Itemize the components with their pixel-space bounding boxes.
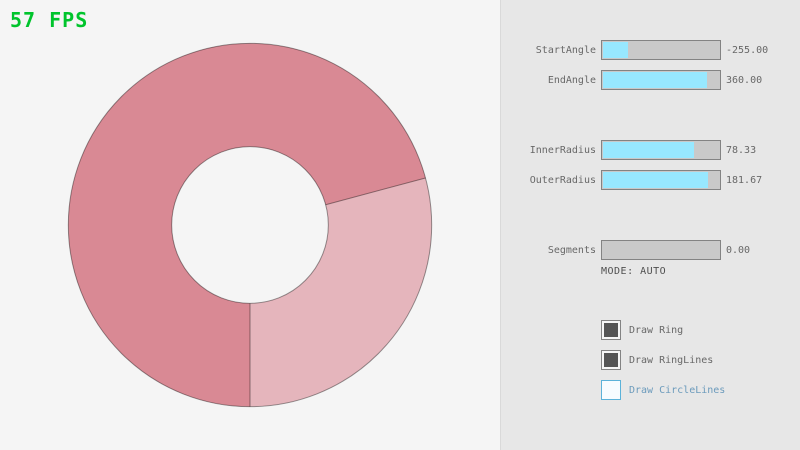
slider-row-segments: Segments 0.00 <box>501 240 800 260</box>
segments-slider[interactable] <box>601 240 721 260</box>
check-row-draw-ring: Draw Ring <box>601 320 683 340</box>
start-angle-slider-fill <box>603 42 628 58</box>
end-angle-value: 360.00 <box>726 75 763 86</box>
inner-radius-label: InnerRadius <box>529 145 596 156</box>
inner-radius-value: 78.33 <box>726 145 757 156</box>
controls-panel: StartAngle -255.00 EndAngle 360.00 Inner… <box>500 0 800 450</box>
draw-ringlines-label: Draw RingLines <box>629 355 714 366</box>
draw-circlelines-label: Draw CircleLines <box>629 385 726 396</box>
slider-row-outer-radius: OuterRadius 181.67 <box>501 170 800 190</box>
outer-radius-label: OuterRadius <box>529 175 596 186</box>
slider-row-start-angle: StartAngle -255.00 <box>501 40 800 60</box>
fps-counter: 57 FPS <box>10 8 89 32</box>
start-angle-slider[interactable] <box>601 40 721 60</box>
draw-ring-checkbox[interactable] <box>601 320 621 340</box>
ring-drawing-canvas <box>67 42 433 408</box>
draw-ringlines-checkbox[interactable] <box>601 350 621 370</box>
end-angle-slider[interactable] <box>601 70 721 90</box>
draw-ring-label: Draw Ring <box>629 325 684 336</box>
segments-mode-text: MODE: AUTO <box>601 266 667 277</box>
outer-radius-slider[interactable] <box>601 170 721 190</box>
outer-radius-value: 181.67 <box>726 175 763 186</box>
inner-radius-slider-fill <box>603 142 694 158</box>
inner-radius-slider[interactable] <box>601 140 721 160</box>
start-angle-value: -255.00 <box>726 45 769 56</box>
end-angle-slider-fill <box>603 72 707 88</box>
slider-row-inner-radius: InnerRadius 78.33 <box>501 140 800 160</box>
check-row-draw-ringlines: Draw RingLines <box>601 350 713 370</box>
outer-radius-slider-fill <box>603 172 708 188</box>
check-row-draw-circlelines: Draw CircleLines <box>601 380 725 400</box>
end-angle-label: EndAngle <box>547 75 596 86</box>
slider-row-end-angle: EndAngle 360.00 <box>501 70 800 90</box>
draw-circlelines-checkbox[interactable] <box>601 380 621 400</box>
segments-value: 0.00 <box>726 245 751 256</box>
segments-label: Segments <box>547 245 596 256</box>
start-angle-label: StartAngle <box>535 45 596 56</box>
